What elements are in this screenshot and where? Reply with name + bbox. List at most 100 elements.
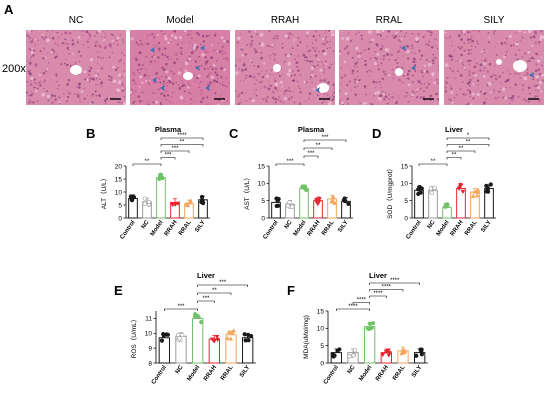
nucleus bbox=[166, 94, 170, 97]
nucleus bbox=[141, 91, 144, 94]
data-point bbox=[330, 199, 336, 204]
nucleus bbox=[88, 80, 91, 83]
nucleus bbox=[83, 97, 86, 100]
category-label: RRAL bbox=[392, 364, 407, 381]
nucleus bbox=[223, 84, 226, 87]
nucleus bbox=[78, 86, 81, 89]
nucleus bbox=[343, 74, 347, 77]
cytoplasm-speck bbox=[474, 73, 478, 77]
panel-letter-e: E bbox=[114, 283, 123, 298]
y-axis-label: AST（U/L） bbox=[243, 174, 251, 210]
nucleus bbox=[286, 57, 288, 59]
nucleus bbox=[111, 33, 114, 37]
nucleus bbox=[445, 37, 448, 39]
nucleus bbox=[368, 52, 370, 54]
significance-label: *** bbox=[307, 151, 315, 157]
nucleus bbox=[190, 103, 192, 105]
nucleus bbox=[147, 75, 150, 77]
nucleus bbox=[236, 95, 238, 97]
nucleus bbox=[411, 44, 413, 47]
nucleus bbox=[145, 38, 148, 40]
nucleus bbox=[430, 34, 432, 37]
nucleus bbox=[194, 60, 197, 63]
nucleus bbox=[253, 64, 256, 67]
category-label: SILY bbox=[480, 220, 492, 234]
significance-label: *** bbox=[202, 296, 210, 302]
nucleus bbox=[493, 31, 495, 34]
nucleus bbox=[260, 51, 263, 54]
nucleus bbox=[512, 97, 515, 100]
cytoplasm-speck bbox=[450, 90, 454, 94]
nucleus bbox=[190, 93, 192, 95]
nucleus bbox=[79, 97, 81, 100]
nucleus bbox=[97, 55, 100, 59]
cytoplasm-speck bbox=[38, 73, 41, 76]
nucleus bbox=[246, 75, 248, 77]
nucleus bbox=[411, 47, 414, 49]
nucleus bbox=[381, 45, 384, 48]
nucleus bbox=[213, 49, 216, 52]
y-tick-label: 15 bbox=[401, 163, 409, 170]
nucleus bbox=[414, 40, 417, 43]
y-tick-label: 10 bbox=[317, 326, 325, 333]
cytoplasm-speck bbox=[30, 50, 34, 54]
data-point bbox=[304, 187, 309, 193]
significance-label: *** bbox=[164, 153, 172, 159]
nucleus bbox=[423, 82, 426, 85]
y-tick-label: 10 bbox=[258, 181, 266, 188]
significance-bracket bbox=[369, 295, 387, 298]
nucleus bbox=[120, 52, 123, 55]
nucleus bbox=[474, 58, 476, 60]
nucleus bbox=[254, 50, 258, 54]
cytoplasm-speck bbox=[404, 73, 407, 76]
data-point bbox=[347, 354, 352, 359]
data-point bbox=[187, 200, 193, 205]
nucleus bbox=[96, 41, 98, 43]
cytoplasm-speck bbox=[46, 38, 50, 43]
nucleus bbox=[499, 82, 502, 84]
nucleus bbox=[63, 31, 67, 34]
significance-label: **** bbox=[348, 304, 358, 310]
nucleus bbox=[203, 67, 206, 70]
cytoplasm-speck bbox=[34, 38, 37, 41]
nucleus bbox=[526, 71, 529, 75]
nucleus bbox=[94, 90, 97, 93]
y-tick-label: 5 bbox=[404, 198, 408, 205]
nucleus bbox=[31, 37, 33, 39]
nucleus bbox=[222, 84, 224, 86]
nucleus bbox=[220, 76, 223, 79]
nucleus bbox=[133, 100, 136, 103]
nucleus bbox=[379, 34, 383, 37]
nucleus bbox=[373, 95, 375, 97]
nucleus bbox=[90, 67, 93, 70]
nucleus bbox=[540, 64, 542, 66]
nucleus bbox=[152, 44, 155, 46]
nucleus bbox=[314, 75, 318, 78]
nucleus bbox=[329, 40, 331, 43]
nucleus bbox=[38, 81, 41, 85]
nucleus bbox=[413, 57, 416, 61]
nucleus bbox=[155, 72, 158, 75]
cytoplasm-speck bbox=[423, 69, 427, 73]
nucleus bbox=[318, 51, 320, 53]
significance-bracket bbox=[446, 137, 490, 140]
arrowhead-icon bbox=[150, 47, 155, 53]
nucleus bbox=[121, 84, 124, 87]
data-point bbox=[159, 338, 164, 343]
nucleus bbox=[29, 83, 33, 86]
nucleus bbox=[73, 64, 75, 66]
nucleus bbox=[483, 101, 486, 105]
nucleus bbox=[144, 67, 147, 69]
cytoplasm-speck bbox=[487, 82, 492, 87]
panel-letter-a: A bbox=[4, 2, 14, 17]
cytoplasm-speck bbox=[240, 47, 243, 49]
nucleus bbox=[91, 94, 93, 97]
vessel-lumen bbox=[183, 72, 193, 80]
data-point bbox=[243, 338, 248, 343]
nucleus bbox=[420, 54, 424, 57]
data-point bbox=[316, 199, 322, 205]
cytoplasm-speck bbox=[97, 30, 101, 33]
cytoplasm-speck bbox=[371, 38, 375, 42]
nucleus bbox=[314, 38, 318, 42]
tissue-background bbox=[235, 30, 335, 105]
